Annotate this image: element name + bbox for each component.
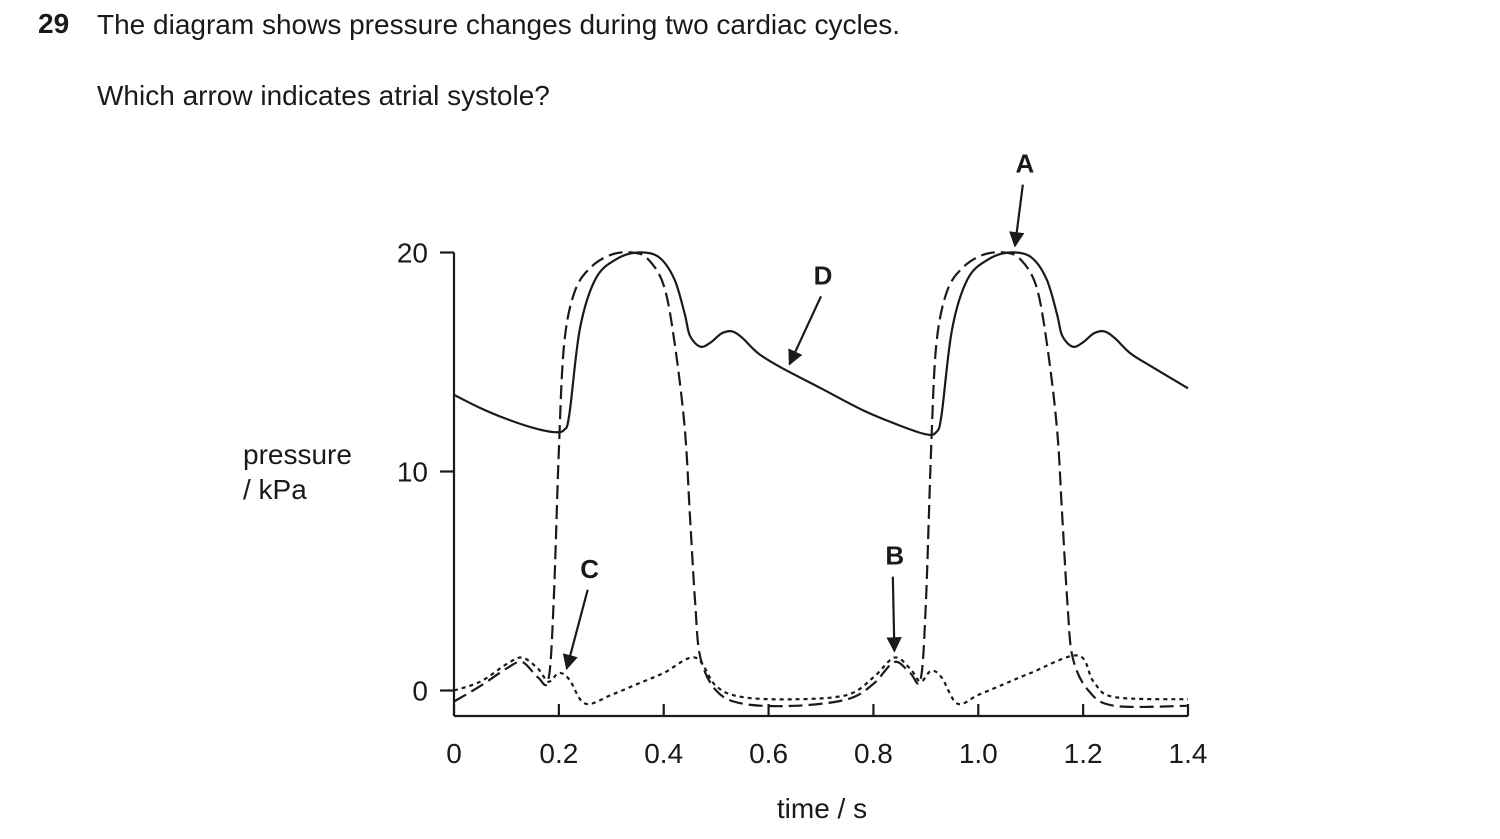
arrow-a [1015, 185, 1023, 246]
arrow-c [567, 590, 588, 669]
y-axis-label-line2: / kPa [243, 474, 307, 505]
series-group [454, 252, 1188, 707]
arrow-d [790, 296, 821, 364]
series-atrial-line [454, 655, 1188, 704]
y-tick-label: 20 [397, 238, 428, 269]
y-tick-label: 0 [412, 676, 428, 707]
x-axis-label: time / s [777, 793, 867, 824]
annotations: A B C D [567, 149, 1035, 669]
x-tick-label: 1.0 [959, 738, 998, 769]
label-a: A [1015, 149, 1034, 179]
x-tick-label: 1.4 [1169, 738, 1208, 769]
y-axis-label-line1: pressure [243, 439, 352, 470]
x-tick-label: 0.8 [854, 738, 893, 769]
pressure-chart: 0 10 20 0 0.2 0.4 0.6 0.8 1.0 1.2 1.4 A B C D pressur… [0, 0, 1500, 839]
x-tick-label: 0.6 [749, 738, 788, 769]
x-tick-label: 0.4 [644, 738, 683, 769]
x-tick-label: 0 [446, 738, 462, 769]
label-c: C [580, 554, 599, 584]
label-d: D [814, 260, 833, 290]
arrow-b [893, 577, 895, 651]
label-b: B [885, 541, 904, 571]
x-tick-label: 1.2 [1064, 738, 1103, 769]
x-tick-label: 0.2 [539, 738, 578, 769]
y-tick-label: 10 [397, 457, 428, 488]
axes: 0 10 20 0 0.2 0.4 0.6 0.8 1.0 1.2 1.4 [397, 238, 1208, 770]
series-ventricular-line [454, 252, 1188, 707]
